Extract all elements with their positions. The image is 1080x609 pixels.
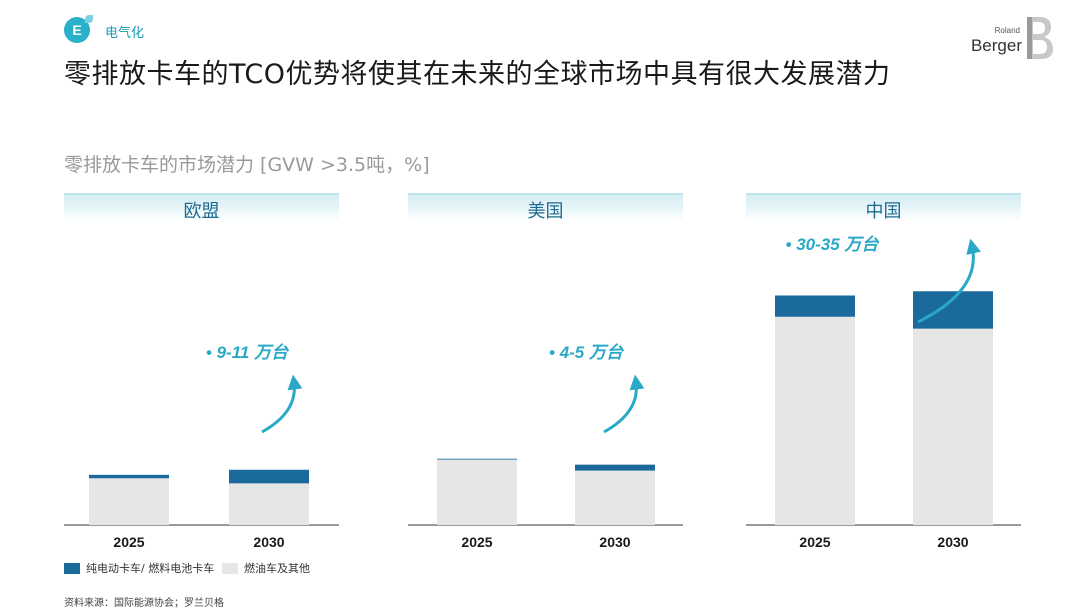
bar-segment-electric: [775, 295, 855, 317]
bar-segment-diesel: [89, 478, 169, 525]
source-footnote: 资料来源：国际能源协会；罗兰贝格: [64, 598, 224, 609]
x-tick-label: 2025: [113, 534, 144, 550]
logo-text-roland: Roland: [994, 26, 1020, 35]
logo-b-mark-icon: [1027, 17, 1053, 59]
bar-segment-diesel: [775, 316, 855, 525]
legend-item-electric: 纯电动卡车/ 燃料电池卡车: [64, 560, 214, 576]
roland-berger-logo: Roland Berger: [970, 16, 1058, 62]
page-title: 零排放卡车的TCO优势将使其在未来的全球市场中具有很大发展潜力: [64, 59, 891, 90]
annotation-label: • 30-35 万台: [786, 235, 880, 254]
x-tick-label: 2030: [599, 534, 630, 550]
leaf-icon: [85, 15, 93, 23]
bar-segment-electric: [575, 464, 655, 471]
bar-segment-electric: [89, 474, 169, 479]
section-label: 电气化: [105, 26, 145, 41]
legend-item-diesel: 燃油车及其他: [222, 560, 310, 576]
x-tick-label: 2025: [461, 534, 492, 550]
bar-segment-diesel: [913, 328, 993, 525]
x-tick-label: 2030: [937, 534, 968, 550]
bar-segment-diesel: [437, 459, 517, 525]
bar-segment-diesel: [229, 483, 309, 525]
chart-subtitle: 零排放卡车的市场潜力 [GVW >3.5吨，%]: [64, 154, 430, 176]
growth-arrow-icon: [917, 238, 981, 324]
legend-label-diesel: 燃油车及其他: [244, 562, 310, 575]
annotation-label: • 4-5 万台: [549, 343, 624, 362]
electrification-badge-icon: E: [64, 15, 93, 43]
bar-segment-electric: [437, 458, 517, 460]
legend-label-electric: 纯电动卡车/ 燃料电池卡车: [86, 562, 215, 575]
bar-segment-diesel: [575, 470, 655, 525]
panel-header-us: 美国: [408, 193, 683, 222]
logo-text-berger: Berger: [970, 36, 1022, 55]
legend-swatch-diesel: [222, 562, 238, 574]
growth-arrow-icon: [603, 374, 645, 434]
panel-header-china: 中国: [746, 193, 1021, 222]
x-tick-label: 2025: [799, 534, 830, 550]
badge-letter: E: [72, 22, 82, 38]
growth-arrow-icon: [261, 374, 303, 434]
x-tick-label: 2030: [253, 534, 284, 550]
legend-swatch-electric: [64, 562, 80, 574]
annotation-label: • 9-11 万台: [206, 343, 289, 362]
panel-header-eu: 欧盟: [64, 193, 339, 222]
bar-segment-electric: [229, 469, 309, 484]
